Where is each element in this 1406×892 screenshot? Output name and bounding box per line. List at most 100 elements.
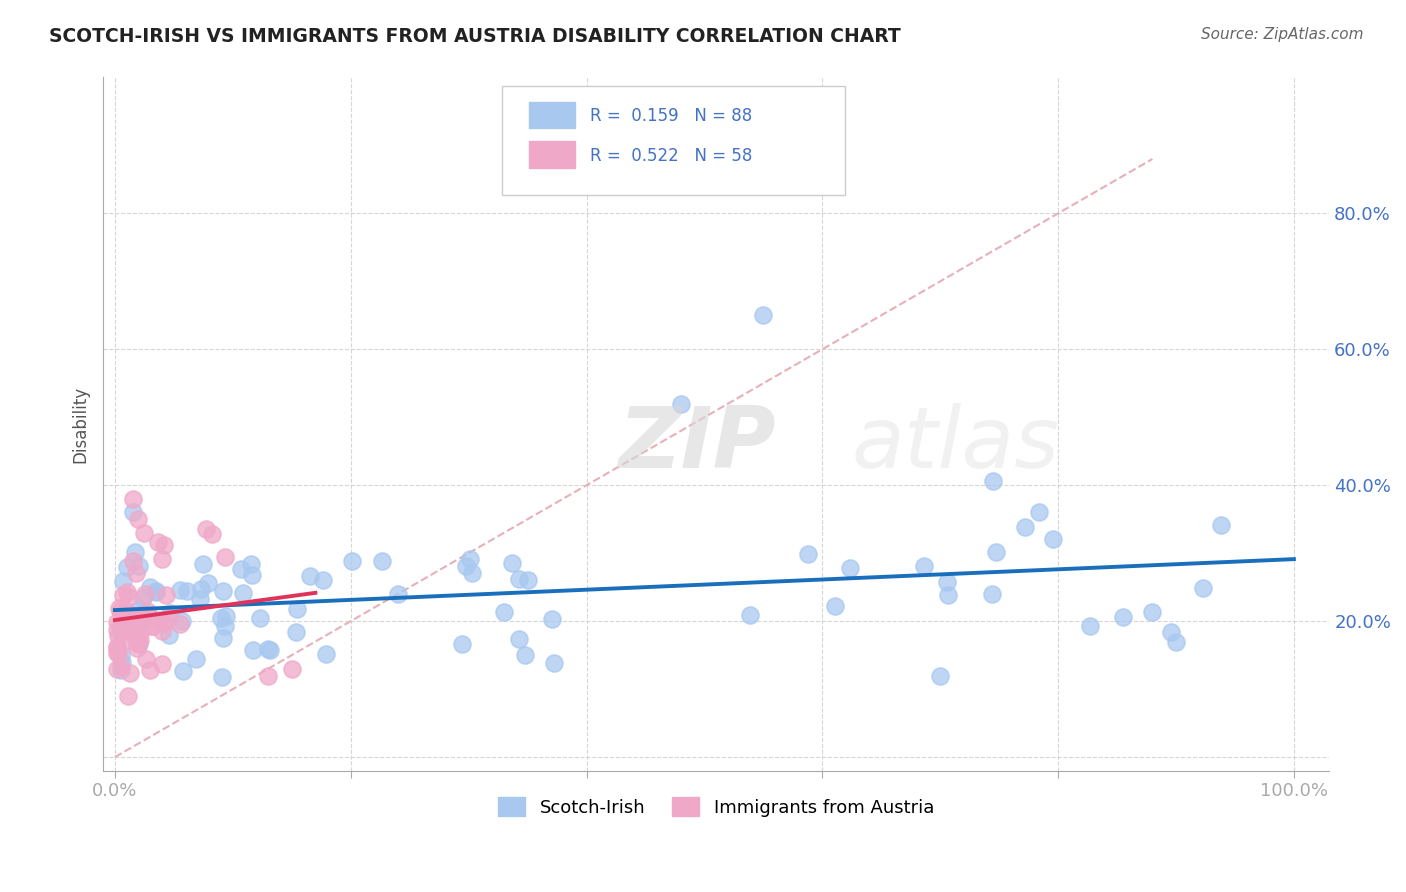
Point xyxy=(285,602,308,616)
Point xyxy=(214,619,236,633)
Point xyxy=(112,624,135,638)
Point xyxy=(118,590,141,604)
Point xyxy=(145,584,167,599)
Point xyxy=(981,587,1004,601)
Point xyxy=(124,610,146,624)
Point xyxy=(157,628,180,642)
Point xyxy=(132,591,155,605)
Point xyxy=(492,605,515,619)
Point xyxy=(1140,605,1163,619)
Point xyxy=(142,619,165,633)
Point xyxy=(139,611,162,625)
Point xyxy=(1078,619,1101,633)
Bar xyxy=(529,102,575,128)
Point xyxy=(110,659,132,673)
Point xyxy=(128,559,150,574)
Point xyxy=(281,662,304,676)
Point xyxy=(111,616,134,631)
Point xyxy=(153,616,176,631)
Point xyxy=(215,609,238,624)
Point xyxy=(125,633,148,648)
Point xyxy=(312,574,335,588)
Point xyxy=(105,661,128,675)
Point xyxy=(1014,520,1036,534)
Text: R =  0.522   N = 58: R = 0.522 N = 58 xyxy=(591,147,752,165)
Point xyxy=(128,602,150,616)
Point xyxy=(125,618,148,632)
Point xyxy=(450,637,472,651)
Point xyxy=(127,608,149,623)
Point xyxy=(454,558,477,573)
Point xyxy=(157,611,180,625)
Point xyxy=(340,554,363,568)
Point xyxy=(242,568,264,582)
Point xyxy=(145,585,167,599)
Bar xyxy=(529,141,575,168)
Point xyxy=(129,624,152,638)
Point xyxy=(125,566,148,580)
Point xyxy=(824,599,846,614)
Point xyxy=(259,643,281,657)
Point xyxy=(738,608,761,623)
Point xyxy=(105,623,128,637)
Point xyxy=(172,665,194,679)
Point xyxy=(169,617,191,632)
Point xyxy=(249,611,271,625)
Point xyxy=(148,535,170,549)
Point xyxy=(214,549,236,564)
Point xyxy=(1028,505,1050,519)
Point xyxy=(211,670,233,684)
Point xyxy=(981,474,1004,488)
Point xyxy=(298,568,321,582)
Text: R =  0.159   N = 88: R = 0.159 N = 88 xyxy=(591,107,752,125)
Point xyxy=(134,587,156,601)
Point xyxy=(127,633,149,648)
Point xyxy=(513,648,536,663)
Point xyxy=(190,582,212,596)
Point xyxy=(231,562,253,576)
Point xyxy=(128,512,150,526)
Point xyxy=(211,631,233,645)
Point xyxy=(122,554,145,568)
Point xyxy=(107,646,129,660)
Point xyxy=(105,640,128,655)
Point xyxy=(129,632,152,647)
Point xyxy=(669,397,692,411)
Point xyxy=(132,613,155,627)
Point xyxy=(155,588,177,602)
Point xyxy=(134,525,156,540)
Point xyxy=(150,624,173,639)
Legend: Scotch-Irish, Immigrants from Austria: Scotch-Irish, Immigrants from Austria xyxy=(491,790,942,824)
Point xyxy=(197,575,219,590)
Point xyxy=(139,580,162,594)
Point xyxy=(936,588,959,602)
Point xyxy=(936,575,959,590)
Point xyxy=(105,646,128,660)
Point xyxy=(195,522,218,536)
Point xyxy=(501,556,523,570)
Point xyxy=(135,652,157,666)
Point xyxy=(111,574,134,589)
Point xyxy=(912,558,935,573)
Text: SCOTCH-IRISH VS IMMIGRANTS FROM AUSTRIA DISABILITY CORRELATION CHART: SCOTCH-IRISH VS IMMIGRANTS FROM AUSTRIA … xyxy=(49,27,901,45)
Y-axis label: Disability: Disability xyxy=(72,385,89,463)
Point xyxy=(115,560,138,574)
Point xyxy=(458,552,481,566)
Point xyxy=(1191,582,1213,596)
Point xyxy=(285,625,308,640)
Point xyxy=(752,308,775,322)
Point xyxy=(508,573,530,587)
Point xyxy=(170,614,193,628)
Text: atlas: atlas xyxy=(851,403,1059,486)
Point xyxy=(169,583,191,598)
Point xyxy=(115,585,138,599)
Point xyxy=(139,663,162,677)
Point xyxy=(371,553,394,567)
Point xyxy=(191,557,214,571)
Point xyxy=(150,657,173,672)
Point xyxy=(127,636,149,650)
Point xyxy=(797,547,820,561)
Point xyxy=(152,538,174,552)
Point xyxy=(242,642,264,657)
Point xyxy=(120,607,142,622)
